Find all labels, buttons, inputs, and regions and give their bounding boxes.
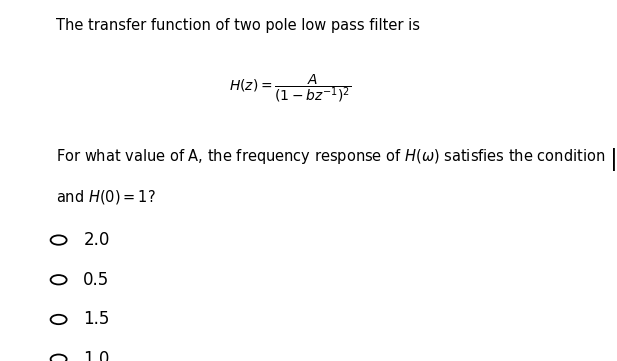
Text: and $H(0) = 1$?: and $H(0) = 1$? bbox=[56, 188, 155, 206]
Text: 1.0: 1.0 bbox=[83, 350, 110, 361]
Text: 2.0: 2.0 bbox=[83, 231, 110, 249]
Text: 1.5: 1.5 bbox=[83, 310, 110, 329]
Text: For what value of A, the frequency response of $H(\omega)$ satisfies the conditi: For what value of A, the frequency respo… bbox=[56, 144, 617, 174]
Text: The transfer function of two pole low pass filter is: The transfer function of two pole low pa… bbox=[56, 18, 420, 33]
Text: $H(z) = \dfrac{A}{(1-bz^{-1})^{2}}$: $H(z) = \dfrac{A}{(1-bz^{-1})^{2}}$ bbox=[229, 72, 351, 104]
Text: 0.5: 0.5 bbox=[83, 271, 110, 289]
